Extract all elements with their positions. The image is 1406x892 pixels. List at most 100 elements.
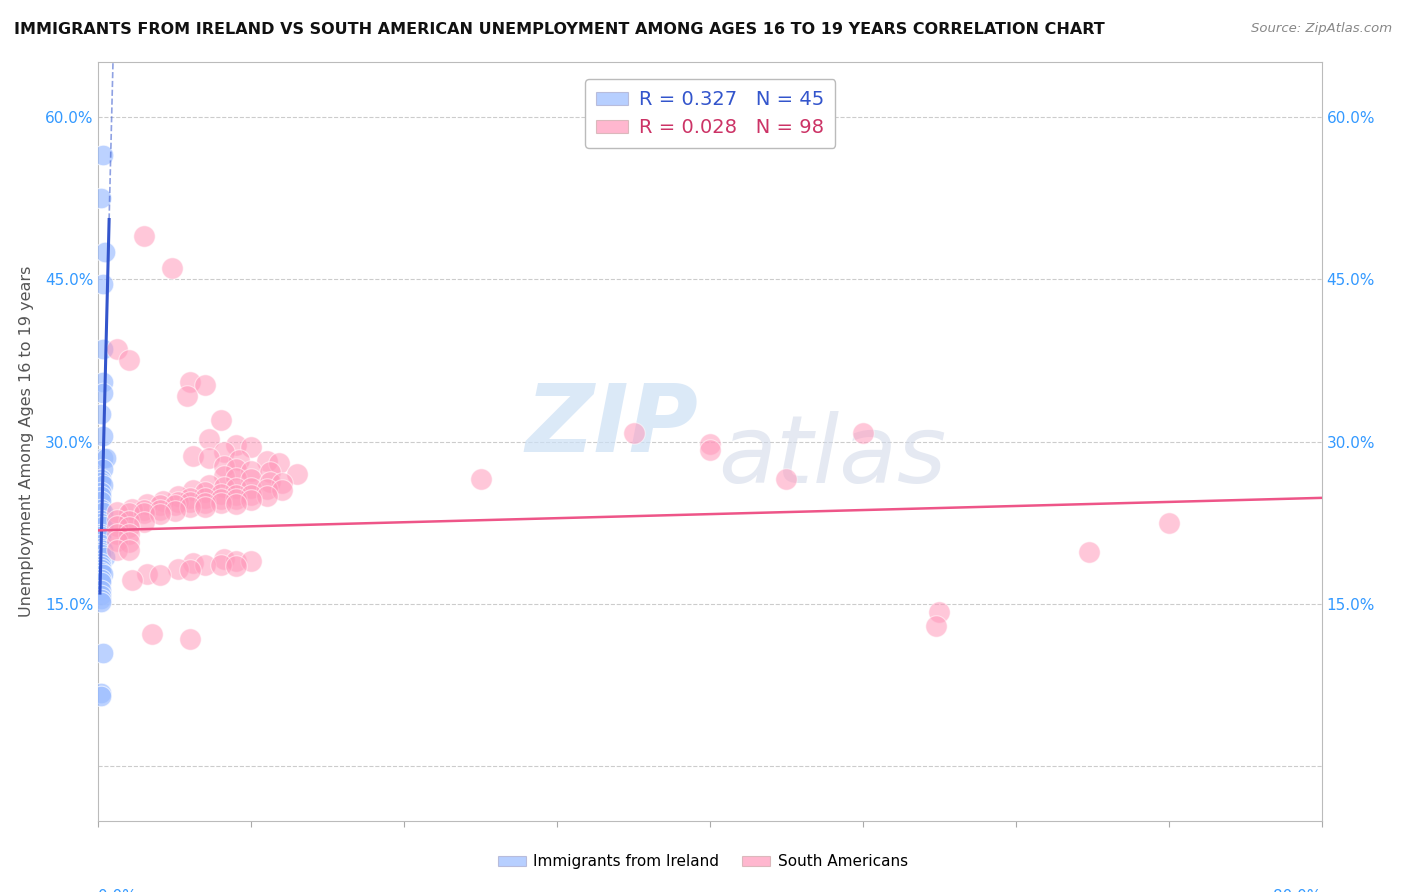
Point (225, 438, 247, 452)
Point (225, 487, 247, 501)
Point (176, 389, 198, 403)
Point (90, 526, 112, 541)
Point (91, 375, 114, 389)
Point (121, 573, 143, 587)
Point (118, 542, 141, 557)
Point (105, 519, 128, 533)
Point (209, 558, 232, 572)
Point (209, 491, 232, 506)
Point (91, 385, 114, 400)
Point (228, 453, 250, 467)
Point (212, 551, 235, 566)
Point (90, 559, 112, 574)
Point (259, 465, 281, 479)
Point (118, 535, 141, 549)
Point (91, 277, 114, 292)
Point (118, 526, 141, 541)
Point (240, 440, 263, 454)
Point (179, 495, 201, 509)
Point (225, 461, 247, 475)
Point (105, 526, 128, 541)
Point (181, 556, 204, 570)
Point (699, 436, 721, 450)
Point (225, 491, 247, 506)
Y-axis label: Unemployment Among Ages 16 to 19 years: Unemployment Among Ages 16 to 19 years (18, 266, 34, 617)
Point (167, 562, 190, 576)
Point (118, 520, 141, 534)
Point (91, 343, 114, 357)
Point (90, 686, 112, 700)
Point (197, 450, 219, 465)
Point (240, 554, 263, 568)
Point (209, 486, 232, 500)
Point (105, 343, 128, 357)
Point (181, 449, 204, 463)
Point (194, 378, 217, 392)
Point (179, 491, 201, 505)
Legend: R = 0.327   N = 45, R = 0.028   N = 98: R = 0.327 N = 45, R = 0.028 N = 98 (585, 79, 835, 148)
Point (91, 505, 114, 519)
Point (623, 425, 645, 440)
Point (90, 588, 112, 602)
Point (90, 475, 112, 489)
Point (90, 582, 112, 597)
Point (134, 503, 156, 517)
Point (181, 483, 204, 498)
Point (134, 228, 156, 243)
Point (167, 495, 190, 509)
Point (90, 489, 112, 503)
Point (1078, 545, 1101, 559)
Point (118, 514, 141, 528)
Point (90, 562, 112, 576)
Point (212, 480, 235, 494)
Point (90, 547, 112, 561)
Point (90, 595, 112, 609)
Point (212, 445, 235, 459)
Point (90, 545, 112, 559)
Point (699, 443, 721, 458)
Point (179, 564, 201, 578)
Text: IMMIGRANTS FROM IRELAND VS SOUTH AMERICAN UNEMPLOYMENT AMONG AGES 16 TO 19 YEARS: IMMIGRANTS FROM IRELAND VS SOUTH AMERICA… (14, 22, 1105, 37)
Point (94, 450, 117, 465)
Point (240, 464, 263, 478)
Point (105, 542, 128, 557)
Text: 0.0%: 0.0% (98, 888, 138, 892)
Point (90, 575, 112, 590)
Point (118, 506, 141, 520)
Point (225, 497, 247, 511)
Point (240, 493, 263, 508)
Point (225, 471, 247, 485)
Point (167, 489, 190, 503)
Point (149, 567, 172, 582)
Point (91, 147, 114, 161)
Point (149, 499, 172, 513)
Point (270, 475, 292, 490)
Point (105, 534, 128, 549)
Point (194, 500, 217, 514)
Point (90, 565, 112, 579)
Point (90, 191, 112, 205)
Point (91, 519, 114, 533)
Point (256, 482, 278, 496)
Point (121, 501, 143, 516)
Point (852, 425, 875, 440)
Point (163, 504, 186, 518)
Point (134, 506, 156, 520)
Point (270, 483, 292, 498)
Point (91, 646, 114, 660)
Point (136, 566, 159, 581)
Point (179, 632, 201, 646)
Point (90, 529, 112, 543)
Point (160, 261, 183, 276)
Point (149, 503, 172, 517)
Point (775, 473, 797, 487)
Point (141, 627, 163, 641)
Point (212, 459, 235, 474)
Point (225, 559, 247, 574)
Point (240, 487, 263, 501)
Point (470, 473, 492, 487)
Text: atlas: atlas (718, 411, 946, 502)
Point (91, 478, 114, 492)
Text: Source: ZipAtlas.com: Source: ZipAtlas.com (1251, 22, 1392, 36)
Point (90, 501, 112, 516)
